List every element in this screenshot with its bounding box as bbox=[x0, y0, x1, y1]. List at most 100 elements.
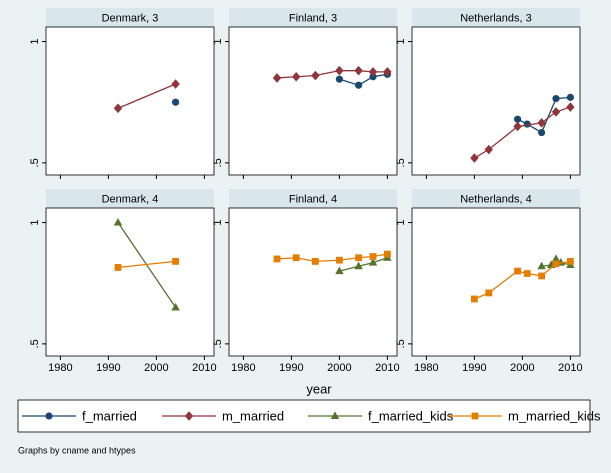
note: Graphs by cname and htypes bbox=[18, 445, 136, 455]
panel-title: Netherlands, 3 bbox=[460, 12, 532, 24]
marker bbox=[485, 289, 493, 297]
x-tick-label: 1990 bbox=[96, 362, 120, 374]
plot-area bbox=[411, 26, 581, 176]
panel-title: Netherlands, 4 bbox=[460, 193, 532, 205]
y-tick-label: .5 bbox=[212, 339, 224, 348]
legend-label: m_married bbox=[222, 408, 284, 423]
panel-title: Denmark, 3 bbox=[102, 12, 159, 24]
legend-label: f_married bbox=[82, 408, 137, 423]
marker bbox=[369, 253, 377, 260]
marker bbox=[171, 302, 180, 311]
marker bbox=[311, 70, 320, 81]
y-tick-label: .5 bbox=[212, 158, 224, 167]
marker bbox=[368, 257, 378, 266]
marker bbox=[184, 411, 194, 421]
marker bbox=[484, 144, 493, 155]
x-tick-label: 1990 bbox=[462, 362, 486, 374]
panel-strip bbox=[229, 8, 397, 27]
x-tick-label: 1980 bbox=[414, 362, 438, 374]
marker bbox=[355, 81, 363, 89]
y-tick-label: 1 bbox=[395, 38, 407, 44]
x-tick-label: 2000 bbox=[510, 362, 534, 374]
marker bbox=[330, 411, 340, 419]
marker bbox=[552, 94, 560, 103]
plot-area bbox=[228, 207, 398, 357]
x-tick-label: 1980 bbox=[48, 362, 72, 374]
x-tick-label: 1990 bbox=[279, 362, 303, 374]
panel-strip bbox=[412, 189, 580, 208]
marker bbox=[272, 73, 282, 83]
y-tick-label: .5 bbox=[29, 158, 41, 167]
x-tick-label: 2000 bbox=[144, 362, 168, 374]
marker bbox=[336, 256, 343, 264]
panel-title: Denmark, 4 bbox=[102, 193, 159, 205]
marker bbox=[113, 103, 123, 114]
marker bbox=[292, 254, 300, 262]
plot-area bbox=[45, 207, 215, 357]
marker bbox=[172, 98, 180, 106]
marker bbox=[537, 261, 546, 270]
marker bbox=[471, 412, 479, 420]
marker bbox=[312, 257, 319, 265]
marker bbox=[552, 260, 560, 268]
marker bbox=[566, 93, 575, 101]
marker bbox=[514, 267, 521, 275]
series-line bbox=[339, 73, 388, 86]
x-tick-label: 2010 bbox=[192, 362, 216, 374]
marker bbox=[566, 102, 575, 112]
marker bbox=[383, 67, 392, 77]
x-tick-label: 2010 bbox=[558, 362, 582, 374]
x-tick-label: 2010 bbox=[375, 362, 399, 374]
marker bbox=[538, 272, 545, 280]
x-tick-label: 2000 bbox=[327, 362, 351, 374]
marker bbox=[537, 118, 546, 128]
panel-strip bbox=[46, 8, 214, 27]
series-line bbox=[117, 83, 176, 109]
plot-area bbox=[45, 26, 215, 176]
marker bbox=[384, 250, 391, 258]
marker bbox=[335, 65, 344, 76]
marker bbox=[551, 107, 561, 117]
marker bbox=[523, 270, 531, 277]
marker bbox=[114, 264, 122, 271]
panel-strip bbox=[229, 189, 397, 208]
y-tick-label: 1 bbox=[29, 219, 41, 225]
x-axis-title: year bbox=[306, 381, 332, 396]
marker bbox=[45, 412, 53, 420]
y-tick-label: 1 bbox=[395, 219, 407, 225]
marker bbox=[551, 254, 561, 262]
plot-area bbox=[411, 207, 581, 357]
marker bbox=[172, 257, 179, 265]
marker bbox=[368, 67, 378, 77]
y-tick-label: .5 bbox=[29, 339, 41, 348]
series-line bbox=[339, 257, 388, 272]
panel-title: Finland, 3 bbox=[289, 12, 337, 24]
marker bbox=[113, 217, 123, 226]
marker bbox=[354, 65, 363, 76]
marker bbox=[470, 153, 479, 163]
series-line bbox=[117, 260, 176, 269]
y-tick-label: .5 bbox=[395, 158, 407, 167]
marker bbox=[335, 266, 344, 275]
marker bbox=[513, 121, 522, 132]
marker bbox=[354, 261, 363, 270]
y-tick-label: 1 bbox=[212, 219, 224, 225]
marker bbox=[273, 255, 281, 263]
legend-label: m_married_kids bbox=[508, 408, 601, 423]
y-tick-label: 1 bbox=[29, 38, 41, 44]
marker bbox=[514, 115, 522, 123]
y-tick-label: 1 bbox=[212, 38, 224, 44]
marker bbox=[355, 254, 362, 262]
marker bbox=[538, 128, 546, 137]
panel-strip bbox=[412, 8, 580, 27]
marker bbox=[369, 73, 377, 81]
x-tick-label: 1980 bbox=[231, 362, 255, 374]
marker bbox=[335, 75, 343, 83]
legend-label: f_married_kids bbox=[368, 408, 454, 423]
marker bbox=[171, 79, 180, 89]
panel-strip bbox=[46, 189, 214, 208]
plot-area bbox=[228, 26, 398, 176]
marker bbox=[292, 71, 301, 82]
y-tick-label: .5 bbox=[395, 339, 407, 348]
